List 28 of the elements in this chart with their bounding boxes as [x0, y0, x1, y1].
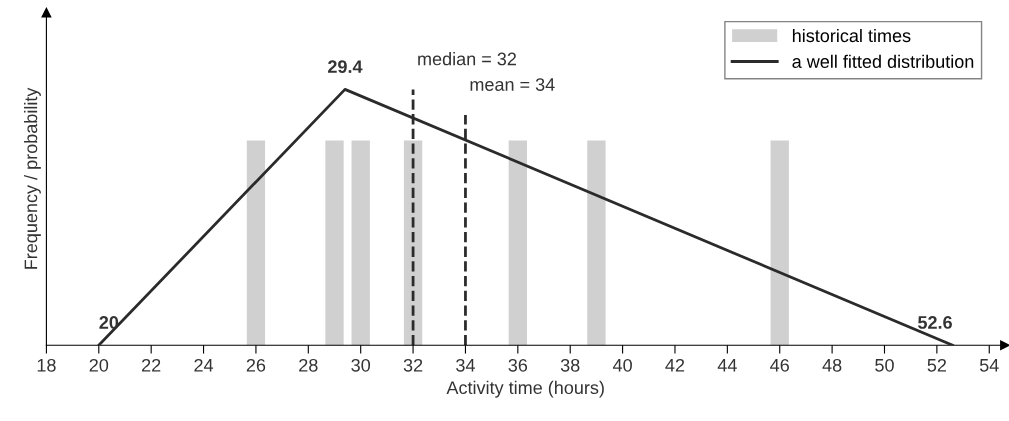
x-tick-label: 18: [37, 358, 56, 372]
ref-line-label: median = 32: [418, 52, 516, 66]
x-tick-label: 20: [89, 358, 109, 372]
x-tick-label: 44: [717, 359, 737, 372]
x-tick-label: 52: [927, 358, 947, 372]
x-tick-label: 32: [403, 358, 423, 372]
x-tick-label: 38: [560, 358, 580, 372]
x-tick-label: 48: [822, 358, 842, 372]
annotation: 52.6: [918, 316, 952, 329]
x-tick-label: 30: [351, 358, 371, 372]
x-tick-label: 54: [979, 359, 999, 372]
y-axis-title: Frequency / probability: [24, 87, 41, 269]
x-tick-label: 42: [665, 358, 685, 372]
x-tick-label: 50: [875, 358, 894, 372]
annotation: 20: [99, 316, 119, 329]
x-tick-label: 34: [456, 358, 475, 372]
legend-label: a well fitted distribution: [792, 54, 974, 68]
ref-line-label: mean = 34: [470, 78, 555, 91]
x-tick-label: 22: [142, 358, 161, 372]
x-axis-title: Activity time (hours): [446, 380, 604, 398]
x-tick-label: 26: [246, 358, 266, 372]
x-tick-label: 36: [508, 358, 528, 372]
legend-label: historical times: [792, 28, 911, 43]
x-tick-label: 28: [299, 358, 318, 372]
annotation: 29.4: [328, 60, 363, 74]
x-tick-label: 40: [612, 358, 632, 372]
x-tick-label: 24: [194, 358, 214, 372]
x-tick-label: 46: [770, 358, 789, 372]
